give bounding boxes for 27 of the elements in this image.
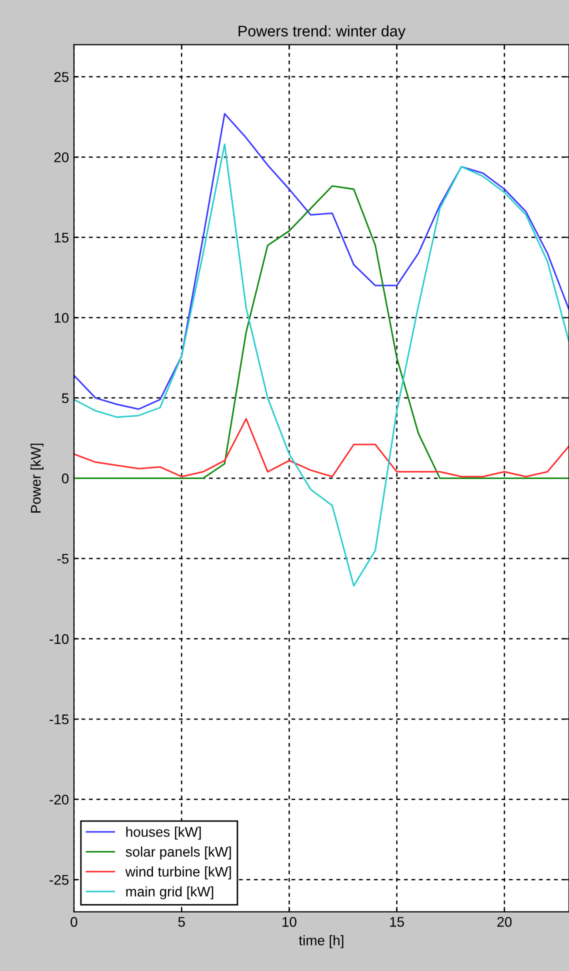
y-tick-label: 10	[54, 312, 69, 323]
line-series	[74, 112, 569, 410]
y-tick-label: 25	[54, 72, 69, 82]
line-series	[74, 185, 569, 479]
y-axis-title: Power [kW]	[30, 444, 44, 513]
y-tick-label: 0	[62, 474, 69, 484]
line-series	[74, 143, 569, 587]
y-tick-label: -25	[50, 874, 69, 885]
x-tick-label: 15	[390, 917, 404, 927]
x-tick-label: 0	[70, 916, 78, 927]
y-tick-label: 5	[62, 393, 69, 404]
y-tick-label: -5	[57, 554, 69, 564]
x-tick-label: 5	[178, 917, 185, 927]
legend-label: wind turbine [kW]	[125, 866, 231, 880]
x-tick-label: 10	[282, 916, 296, 927]
y-tick-label: 15	[54, 232, 69, 243]
x-tick-label: 20	[497, 916, 512, 927]
legend-label: solar panels [kW]	[126, 846, 231, 860]
chart-title: Powers trend: winter day	[238, 25, 406, 40]
legend-label: main grid [kW]	[126, 886, 214, 900]
y-tick-label: -10	[50, 634, 69, 644]
line-series	[74, 418, 569, 478]
x-axis-title: time [h]	[298, 935, 344, 948]
y-tick-label: -20	[50, 794, 69, 805]
y-tick-label: -15	[50, 714, 69, 724]
y-tick-label: 20	[54, 152, 69, 162]
legend-label: houses [kW]	[126, 826, 201, 840]
